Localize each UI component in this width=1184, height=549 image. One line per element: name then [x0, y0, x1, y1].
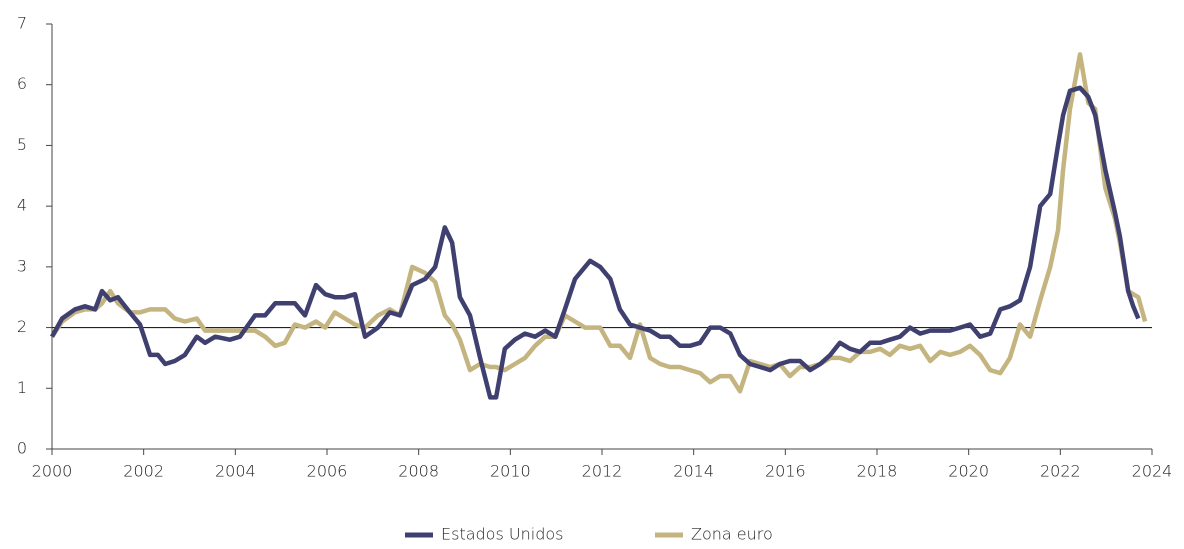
x-tick-label: 2018 [857, 462, 898, 481]
x-tick-label: 2000 [32, 462, 73, 481]
x-tick-label: 2024 [1132, 462, 1173, 481]
series-line [50, 85, 1141, 400]
x-tick-label: 2008 [398, 462, 439, 481]
y-tick-label: 3 [17, 256, 27, 275]
x-tick-label: 2012 [582, 462, 623, 481]
y-tick-label: 2 [17, 317, 27, 336]
x-tick-label: 2014 [673, 462, 714, 481]
y-tick-label: 1 [17, 378, 27, 397]
y-tick-label: 5 [17, 135, 27, 154]
x-tick-label: 2010 [490, 462, 531, 481]
y-tick-label: 4 [17, 196, 27, 215]
y-tick-label: 0 [17, 439, 27, 458]
y-tick-label: 7 [17, 14, 27, 33]
x-tick-label: 2020 [948, 462, 989, 481]
x-tick-label: 2016 [765, 462, 806, 481]
legend-label: Zona euro [691, 525, 773, 544]
x-tick-label: 2004 [215, 462, 256, 481]
legend-label: Estados Unidos [441, 525, 563, 544]
series-line [50, 52, 1148, 394]
x-tick-label: 2006 [307, 462, 348, 481]
x-tick-label: 2002 [123, 462, 164, 481]
x-tick-label: 2022 [1040, 462, 1081, 481]
y-tick-label: 6 [17, 74, 27, 93]
